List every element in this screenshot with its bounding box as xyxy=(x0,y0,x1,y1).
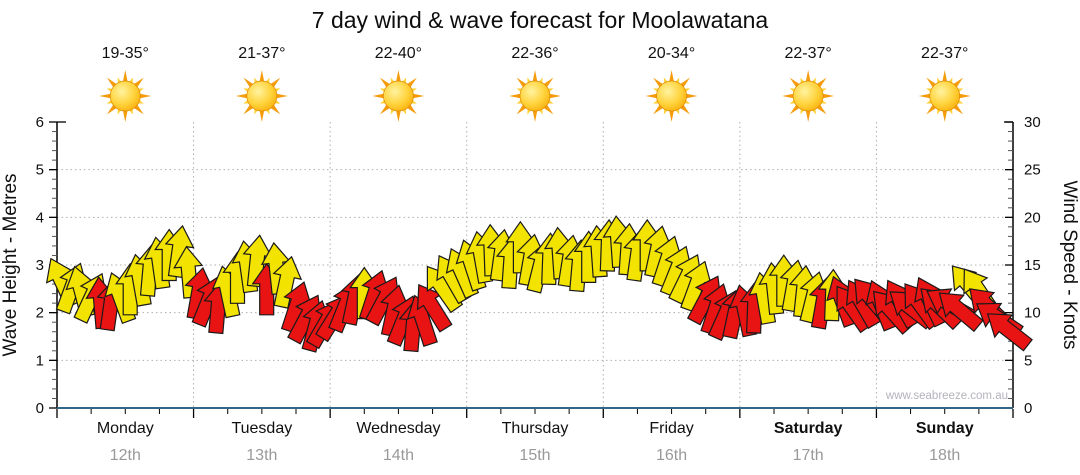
temp-range-label: 22-37° xyxy=(921,45,968,62)
sun-ray xyxy=(137,93,152,99)
temp-range-label: 22-36° xyxy=(511,45,558,62)
sun-ray xyxy=(820,93,835,99)
day-date-label: 15th xyxy=(519,447,550,464)
wave-tick-label: 5 xyxy=(36,162,44,179)
wave-axis-title: Wave Height - Metres xyxy=(0,173,21,356)
watermark: www.seabreeze.com.au xyxy=(885,390,1008,402)
day-name-label: Wednesday xyxy=(356,420,440,437)
day-name-label: Saturday xyxy=(774,420,843,437)
temp-range-label: 22-40° xyxy=(375,45,422,62)
sun-ray xyxy=(410,93,425,99)
sun-ray xyxy=(683,93,698,99)
sun-ray xyxy=(668,108,675,122)
temp-range-label: 19-35° xyxy=(102,45,149,62)
wave-tick-label: 2 xyxy=(36,305,44,322)
day-name-label: Thursday xyxy=(502,420,569,437)
sun-icon xyxy=(372,70,425,122)
sun-ray xyxy=(259,108,265,122)
sun-ray xyxy=(941,70,948,84)
wind-tick-label: 5 xyxy=(1024,352,1032,369)
day-date-label: 13th xyxy=(246,447,277,464)
wind-tick-label: 0 xyxy=(1024,400,1032,417)
sun-ray xyxy=(941,108,948,122)
sun-disc xyxy=(792,80,824,112)
day-date-label: 17th xyxy=(793,447,824,464)
sun-disc xyxy=(246,80,278,112)
wave-tick-label: 6 xyxy=(36,114,44,131)
day-date-label: 18th xyxy=(929,447,960,464)
sun-icon xyxy=(782,70,835,122)
wave-tick-label: 4 xyxy=(36,209,44,226)
sun-icon xyxy=(99,70,152,122)
sun-ray xyxy=(372,93,387,99)
sun-icon xyxy=(235,70,288,122)
sun-ray xyxy=(668,70,675,84)
sun-ray xyxy=(395,70,402,84)
day-date-label: 16th xyxy=(656,447,687,464)
wind-axis-title: Wind Speed - Knots xyxy=(1059,181,1080,350)
wind-arrow-moderate xyxy=(164,224,195,279)
day-name-label: Friday xyxy=(649,420,693,437)
sun-ray xyxy=(645,93,660,99)
chart-title: 7 day wind & wave forecast for Moolawata… xyxy=(311,7,769,33)
wind-tick-label: 15 xyxy=(1024,257,1041,274)
sun-ray xyxy=(274,93,288,99)
sun-ray xyxy=(235,93,250,99)
temp-range-label: 20-34° xyxy=(648,45,695,62)
wind-arrow-light xyxy=(986,313,1033,352)
sun-icon xyxy=(918,70,971,122)
sun-ray xyxy=(122,70,129,84)
wave-tick-label: 1 xyxy=(36,352,44,369)
day-name-label: Monday xyxy=(97,420,154,437)
wind-tick-label: 30 xyxy=(1024,114,1041,131)
sun-disc xyxy=(519,80,551,112)
sun-disc xyxy=(656,80,687,112)
sun-ray xyxy=(805,70,811,84)
day-name-label: Tuesday xyxy=(231,420,292,437)
wind-arrow-moderate xyxy=(272,255,303,309)
wind-tick-label: 20 xyxy=(1024,209,1041,226)
sun-ray xyxy=(122,108,129,122)
wind-tick-label: 25 xyxy=(1024,162,1041,179)
sun-ray xyxy=(259,70,265,84)
sun-ray xyxy=(918,93,933,99)
sun-disc xyxy=(929,80,961,112)
wave-tick-label: 0 xyxy=(36,400,44,417)
sun-ray xyxy=(956,93,971,99)
sun-icon xyxy=(509,70,561,122)
day-date-label: 14th xyxy=(383,447,414,464)
day-name-label: Sunday xyxy=(916,420,974,437)
sun-ray xyxy=(532,108,538,122)
temp-range-label: 21-37° xyxy=(238,45,285,62)
sun-disc xyxy=(109,80,141,112)
sun-disc xyxy=(383,80,414,112)
sun-icon xyxy=(645,70,698,122)
sun-ray xyxy=(99,93,114,99)
sun-ray xyxy=(805,108,811,122)
sun-ray xyxy=(395,108,402,122)
sun-ray xyxy=(547,93,561,99)
day-date-label: 12th xyxy=(110,447,141,464)
sun-ray xyxy=(532,70,538,84)
wind-tick-label: 10 xyxy=(1024,305,1041,322)
temp-range-label: 22-37° xyxy=(784,45,831,62)
sun-ray xyxy=(509,93,523,99)
sun-ray xyxy=(782,93,796,99)
wave-tick-label: 3 xyxy=(36,257,44,274)
wind-arrow-light xyxy=(938,292,984,333)
